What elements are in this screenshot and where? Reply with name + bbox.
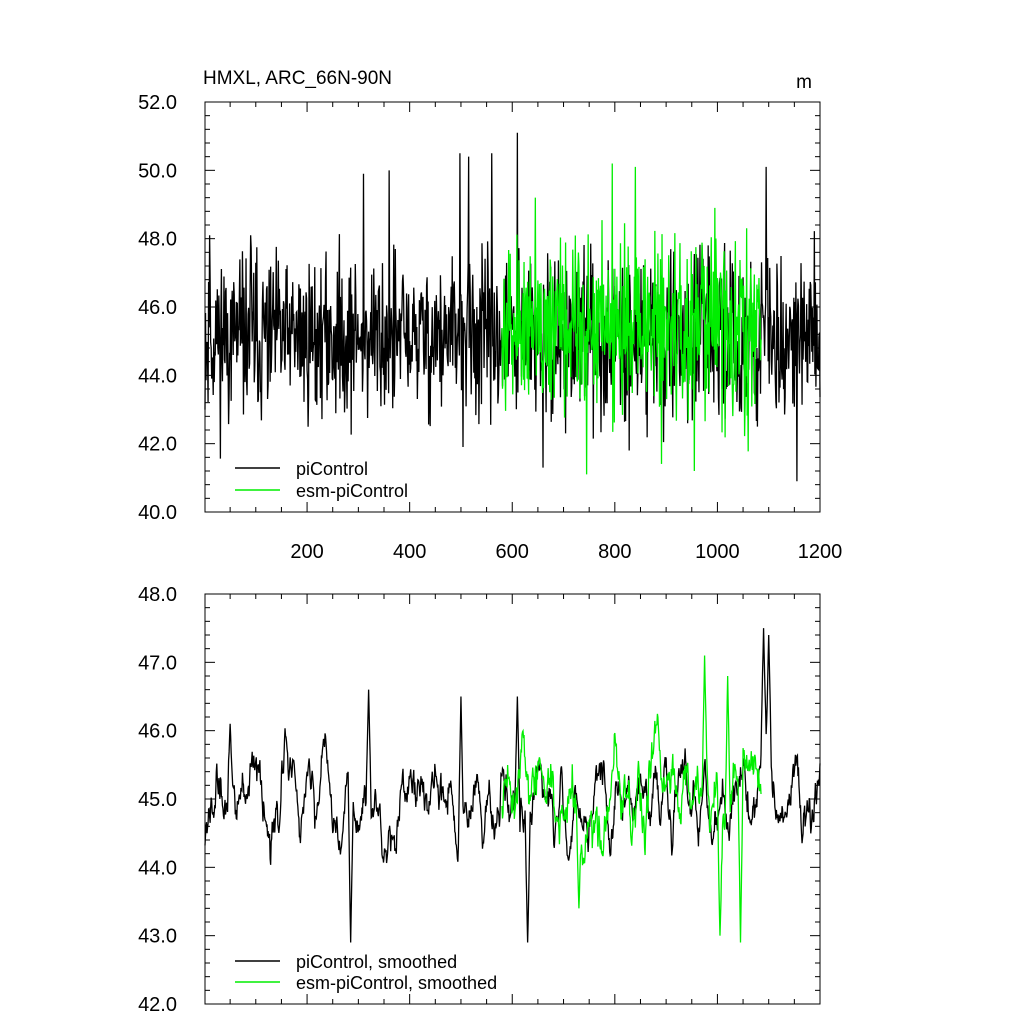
y-tick-label: 48.0: [138, 229, 177, 251]
y-tick-label: 52.0: [138, 92, 177, 114]
y-tick-label: 50.0: [138, 160, 177, 182]
x-tick-label: 600: [496, 541, 529, 563]
bottom-y-axis: 42.0 43.0 44.0 45.0 46.0 47.0 48.0: [138, 584, 820, 1016]
x-tick-label: 1000: [695, 541, 740, 563]
top-y-axis: 40.0 42.0 44.0 46.0 48.0 50.0 52.0: [138, 92, 820, 524]
series-line-esm-picontrol-smoothed: [501, 655, 762, 943]
series-line-esm-picontrol: [501, 163, 762, 475]
y-tick-label: 45.0: [138, 789, 177, 811]
y-tick-label: 42.0: [138, 434, 177, 456]
y-tick-label: 42.0: [138, 994, 177, 1016]
x-tick-label: 1200: [798, 541, 843, 563]
bottom-panel: 42.0 43.0 44.0 45.0 46.0 47.0 48.0 piControl, …: [138, 584, 821, 1016]
y-tick-label: 47.0: [138, 652, 177, 674]
top-series-group: [204, 132, 821, 482]
top-legend: piControl esm-piControl: [235, 459, 408, 501]
top-plot-frame: [204, 101, 821, 513]
y-tick-label: 44.0: [138, 857, 177, 879]
x-tick-label: 800: [598, 541, 631, 563]
legend-label-picontrol: piControl: [296, 459, 368, 479]
chart-title: HMXL, ARC_66N-90N: [203, 68, 392, 89]
y-tick-label: 44.0: [138, 365, 177, 387]
top-panel: HMXL, ARC_66N-90N m 40.0 42.0 44.0 46.0 48.0…: [138, 68, 842, 563]
bottom-series-group: [204, 628, 821, 943]
units-label: m: [796, 72, 812, 93]
series-line-picontrol: [204, 132, 821, 482]
y-tick-label: 48.0: [138, 584, 177, 606]
y-tick-label: 40.0: [138, 502, 177, 524]
y-tick-label: 43.0: [138, 926, 177, 948]
x-tick-label: 200: [290, 541, 323, 563]
bottom-x-axis: [229, 594, 821, 1004]
legend-label-esm-picontrol: esm-piControl: [296, 481, 408, 501]
y-tick-label: 46.0: [138, 721, 177, 743]
y-tick-label: 46.0: [138, 297, 177, 319]
top-x-axis: 200 400 600 800 1000 1200: [229, 102, 843, 563]
x-tick-label: 400: [393, 541, 426, 563]
legend-label-esm-picontrol-smoothed: esm-piControl, smoothed: [296, 973, 497, 993]
legend-label-picontrol-smoothed: piControl, smoothed: [296, 952, 457, 972]
bottom-legend: piControl, smoothed esm-piControl, smoot…: [235, 952, 497, 993]
series-line-picontrol-smoothed: [204, 628, 821, 943]
